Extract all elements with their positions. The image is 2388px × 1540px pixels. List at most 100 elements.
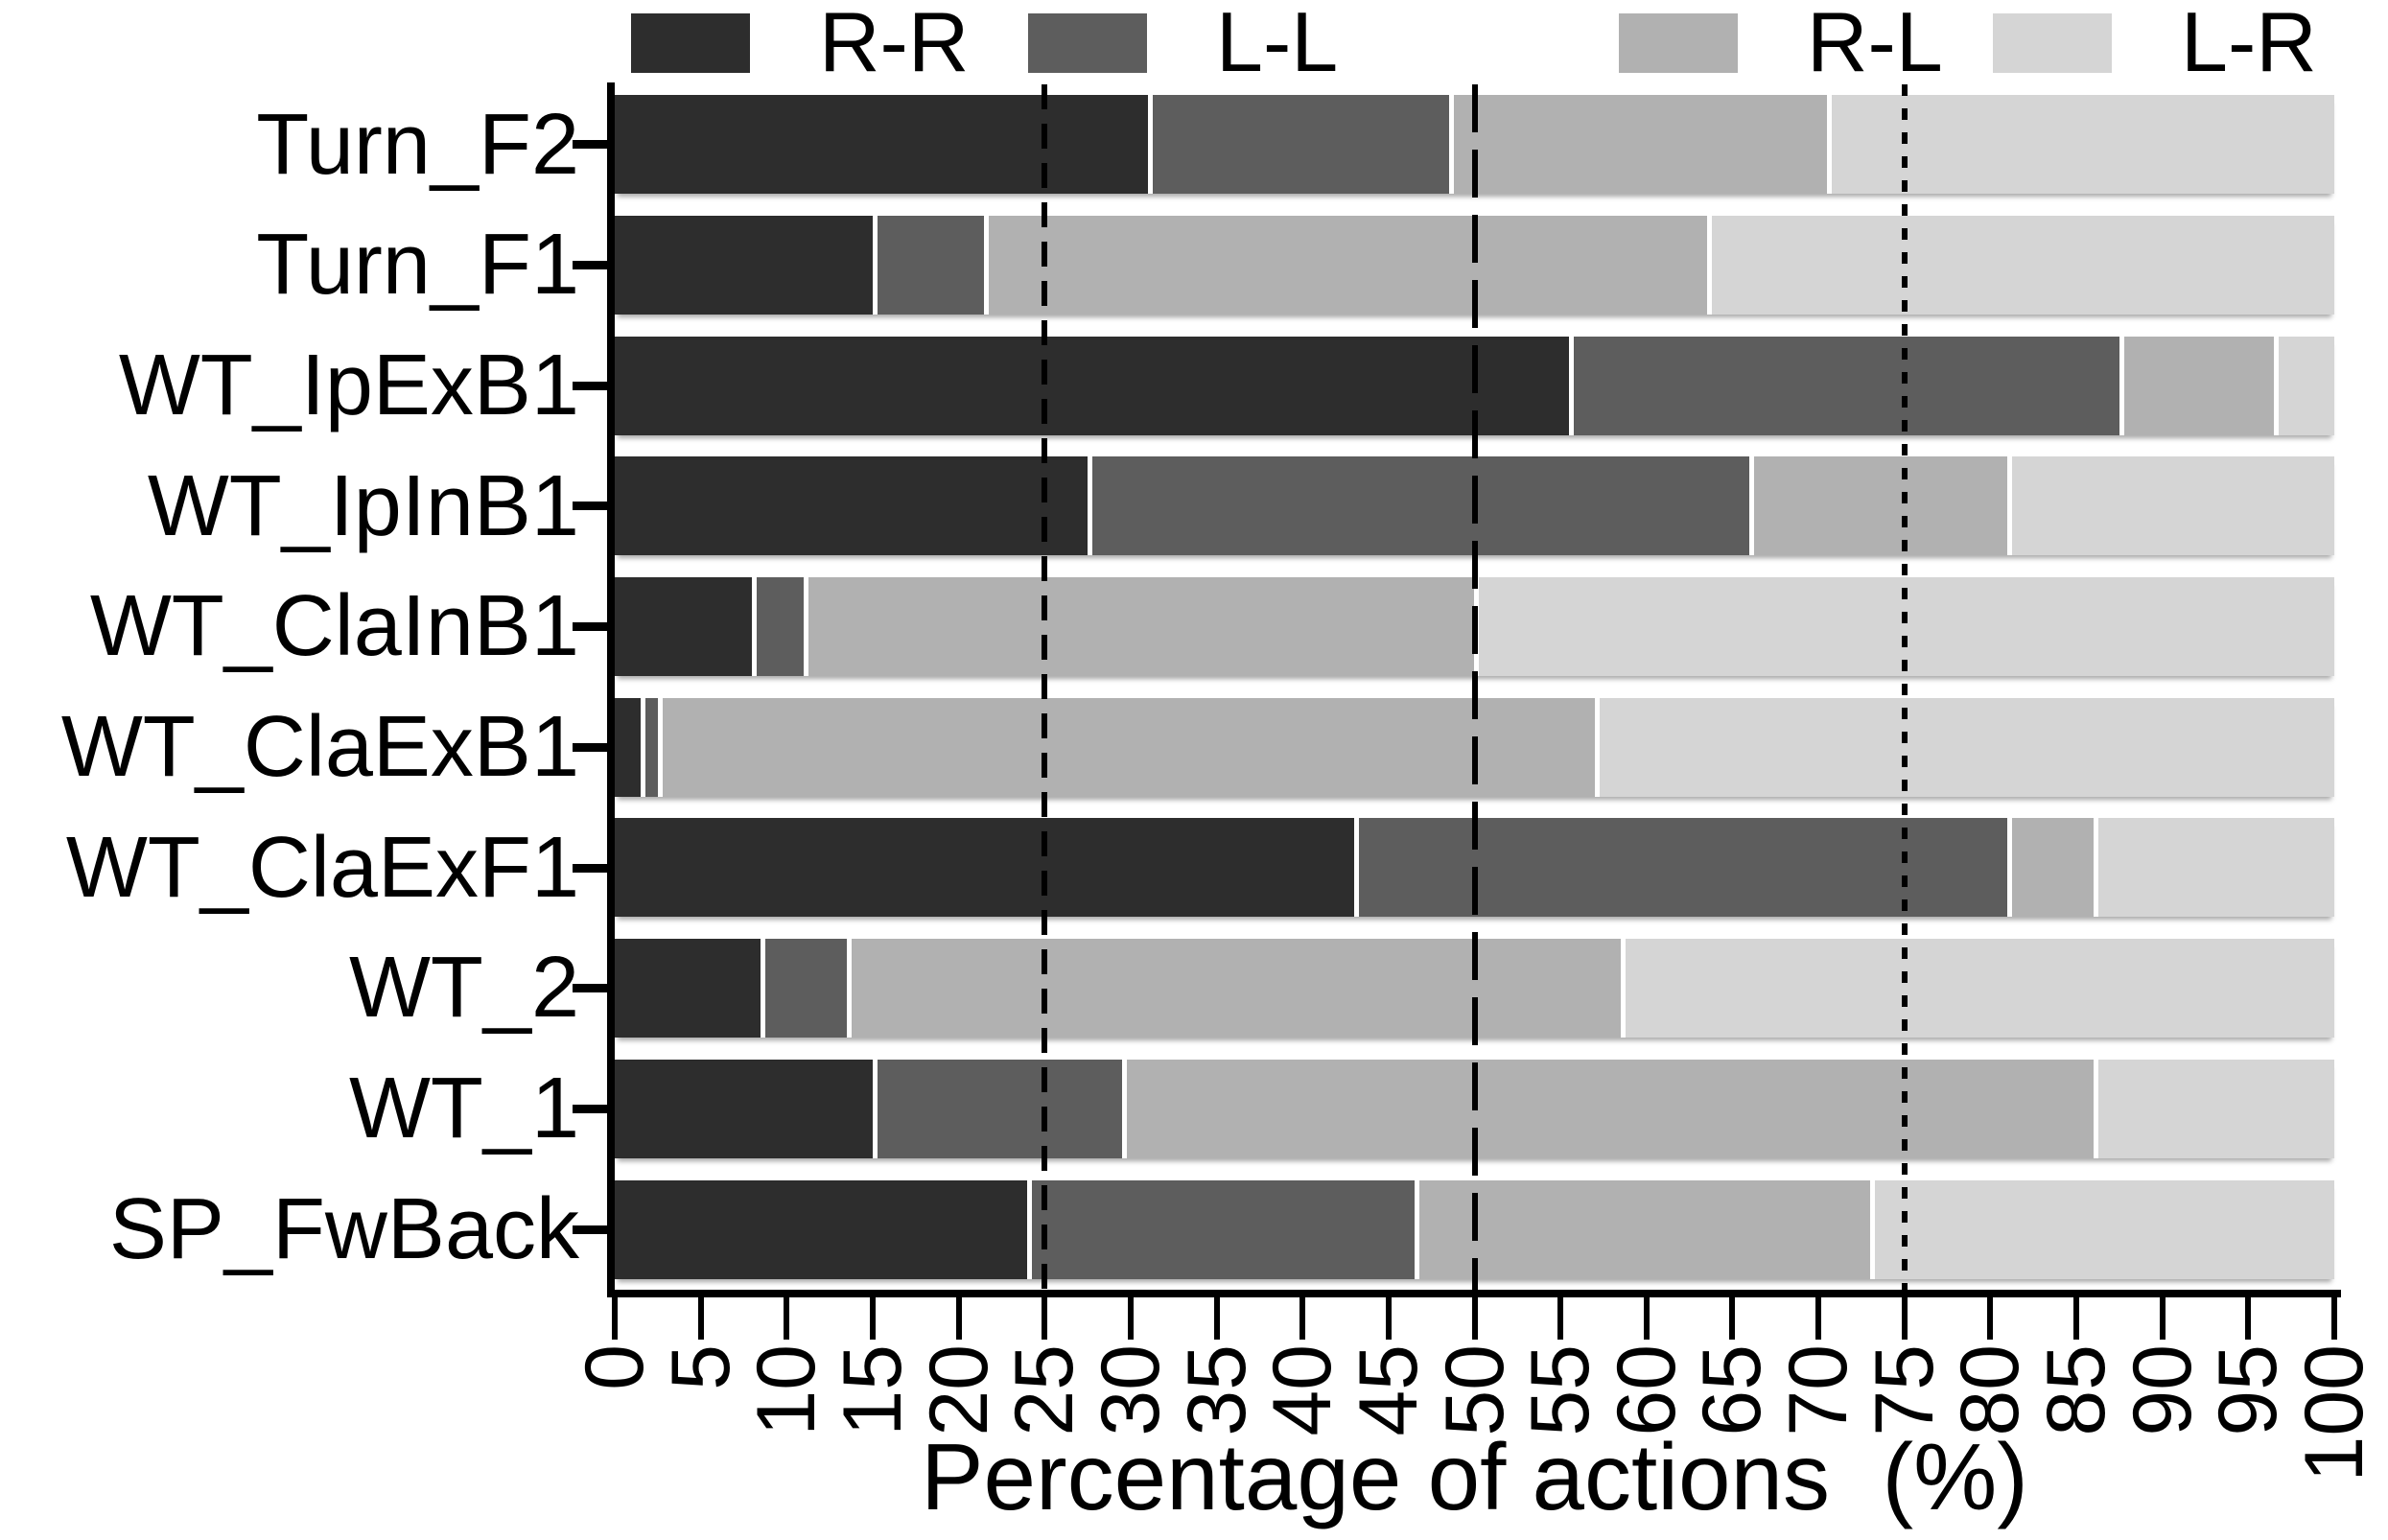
segment-r-l — [984, 216, 1707, 315]
segment-l-r — [2093, 818, 2334, 918]
y-tick — [573, 502, 608, 511]
x-tick — [1729, 1297, 1736, 1340]
bar-wt-clainb1 — [615, 577, 2334, 677]
y-axis-label-sp-fwback: SP_FwBack — [108, 1180, 579, 1277]
reference-line-75 — [1901, 84, 1908, 1290]
x-tick — [1557, 1297, 1564, 1340]
segment-r-l — [2119, 336, 2275, 435]
x-tick — [784, 1297, 790, 1340]
reference-line-50 — [1471, 84, 1478, 1290]
legend-item-l-l: L-L — [1028, 0, 1339, 89]
x-tick — [869, 1297, 876, 1340]
legend-swatch-l-r — [1993, 13, 2112, 73]
y-tick — [573, 1104, 608, 1113]
legend-label-r-l: R-L — [1807, 0, 1943, 89]
y-tick — [573, 261, 608, 270]
legend-item-r-l: R-L — [1619, 0, 1943, 89]
segment-r-r — [615, 456, 1089, 556]
x-tick — [955, 1297, 962, 1340]
segment-r-r — [615, 939, 761, 1038]
x-tick — [1127, 1297, 1134, 1340]
x-tick — [2159, 1297, 2166, 1340]
legend-item-r-r: R-R — [631, 0, 970, 89]
segment-r-r — [615, 697, 641, 797]
y-axis-label-wt-2: WT_2 — [348, 940, 579, 1037]
y-axis-label-wt-ipinb1: WT_IpInB1 — [147, 457, 579, 554]
y-axis-label-wt-clainb1: WT_ClaInB1 — [89, 578, 579, 675]
x-tick — [1385, 1297, 1392, 1340]
bar-wt-ipinb1 — [615, 456, 2334, 556]
x-tick — [2245, 1297, 2252, 1340]
segment-r-r — [615, 1059, 873, 1158]
y-axis-label-turn-f1: Turn_F1 — [256, 217, 579, 314]
legend-label-l-r: L-R — [2181, 0, 2317, 89]
segment-l-l — [1088, 456, 1750, 556]
bar-wt-1 — [615, 1059, 2334, 1158]
bar-row-wt-ipinb1 — [615, 446, 2334, 567]
segment-l-l — [752, 577, 805, 677]
y-tick — [573, 863, 608, 873]
legend-swatch-r-r — [631, 13, 750, 73]
bar-turn-f1 — [615, 216, 2334, 315]
bar-wt-claexb1 — [615, 697, 2334, 797]
bar-row-sp-fwback — [615, 1169, 2334, 1290]
legend-label-l-l: L-L — [1216, 0, 1339, 89]
segment-r-l — [804, 577, 1475, 677]
bar-row-turn-f1 — [615, 205, 2334, 326]
y-axis-label-turn-f2: Turn_F2 — [256, 96, 579, 193]
x-tick-label-text: 0 — [569, 1344, 661, 1390]
y-tick — [573, 381, 608, 390]
x-tick — [1901, 1297, 1908, 1340]
x-tick-label-text: 5 — [654, 1344, 747, 1390]
segment-r-r — [615, 1179, 1028, 1279]
segment-l-r — [2274, 336, 2334, 435]
y-tick — [573, 1225, 608, 1234]
legend-label-r-r: R-R — [819, 0, 970, 89]
segment-l-l — [1569, 336, 2119, 435]
segment-l-l — [1027, 1179, 1415, 1279]
segment-l-l — [1353, 818, 2008, 918]
segment-l-r — [1594, 697, 2334, 797]
segment-l-r — [1827, 95, 2334, 195]
bar-row-wt-2 — [615, 928, 2334, 1049]
segment-r-l — [1121, 1059, 2094, 1158]
y-tick — [573, 140, 608, 150]
segment-l-l — [761, 939, 848, 1038]
plot-area — [615, 84, 2334, 1290]
segment-l-l — [1147, 95, 1449, 195]
x-tick-label: 0 — [569, 1344, 661, 1390]
x-tick — [1042, 1297, 1048, 1340]
bar-row-wt-claexb1 — [615, 687, 2334, 807]
segment-l-r — [1869, 1179, 2334, 1279]
bar-wt-ipexb1 — [615, 336, 2334, 435]
segment-r-l — [1414, 1179, 1870, 1279]
x-tick — [2331, 1297, 2337, 1340]
segment-r-l — [2007, 818, 2094, 918]
segment-r-r — [615, 216, 873, 315]
segment-l-r — [2093, 1059, 2334, 1158]
x-tick-label: 5 — [654, 1344, 747, 1390]
x-axis-line — [607, 1290, 2341, 1297]
segment-r-l — [657, 697, 1595, 797]
segment-r-r — [615, 818, 1354, 918]
bar-wt-claexf1 — [615, 818, 2334, 918]
y-axis-label-wt-claexf1: WT_ClaExF1 — [65, 819, 579, 916]
bar-sp-fwback — [615, 1179, 2334, 1279]
segment-r-l — [1749, 456, 2008, 556]
segment-l-l — [872, 216, 985, 315]
bar-row-wt-1 — [615, 1049, 2334, 1170]
y-tick — [573, 984, 608, 993]
segment-r-l — [1448, 95, 1828, 195]
segment-r-l — [847, 939, 1621, 1038]
bar-row-wt-claexf1 — [615, 807, 2334, 928]
bar-row-turn-f2 — [615, 84, 2334, 205]
x-tick — [697, 1297, 704, 1340]
bar-row-wt-clainb1 — [615, 567, 2334, 688]
segment-r-r — [615, 95, 1148, 195]
y-axis-label-wt-1: WT_1 — [348, 1061, 579, 1157]
segment-r-r — [615, 577, 753, 677]
bar-wt-2 — [615, 939, 2334, 1038]
x-tick — [1815, 1297, 1822, 1340]
y-tick — [573, 742, 608, 752]
segment-l-l — [872, 1059, 1122, 1158]
